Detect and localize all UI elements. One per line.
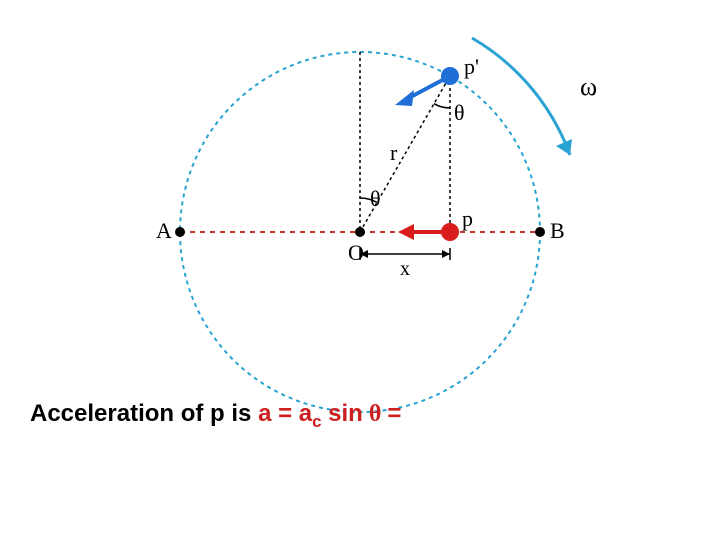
- caption-a: a: [299, 400, 312, 427]
- label-B: B: [550, 218, 565, 244]
- dot-p: [441, 223, 459, 241]
- dot-B: [535, 227, 545, 237]
- label-omega: ω: [580, 72, 597, 102]
- label-theta-pprime: θ: [454, 100, 465, 126]
- stage: A B O p p' r x θ θ ω Acceleration of p i…: [0, 0, 720, 540]
- caption-lhs: a =: [258, 400, 299, 427]
- caption-sin: sin: [321, 400, 362, 427]
- caption-prefix: Acceleration of p is: [30, 400, 258, 427]
- dot-O: [355, 227, 365, 237]
- label-x: x: [400, 258, 410, 281]
- label-r: r: [390, 140, 397, 166]
- label-pprime: p': [464, 54, 479, 80]
- physics-diagram: [0, 0, 720, 540]
- dot-A: [175, 227, 185, 237]
- label-A: A: [156, 218, 172, 244]
- blue-arrow-head: [395, 90, 414, 106]
- angle-arc-pprime: [434, 104, 450, 108]
- label-O: O: [348, 240, 364, 266]
- rotation-arc: [472, 38, 570, 155]
- caption-theta: θ: [363, 401, 388, 427]
- dot-pprime: [441, 67, 459, 85]
- caption-eq2: =: [387, 400, 401, 427]
- x-arrow-right: [442, 250, 450, 258]
- label-theta-O: θ: [370, 186, 381, 212]
- label-p: p: [462, 206, 473, 232]
- red-arrow-head: [398, 224, 414, 240]
- caption: Acceleration of p is a = ac sin θ =: [30, 400, 401, 432]
